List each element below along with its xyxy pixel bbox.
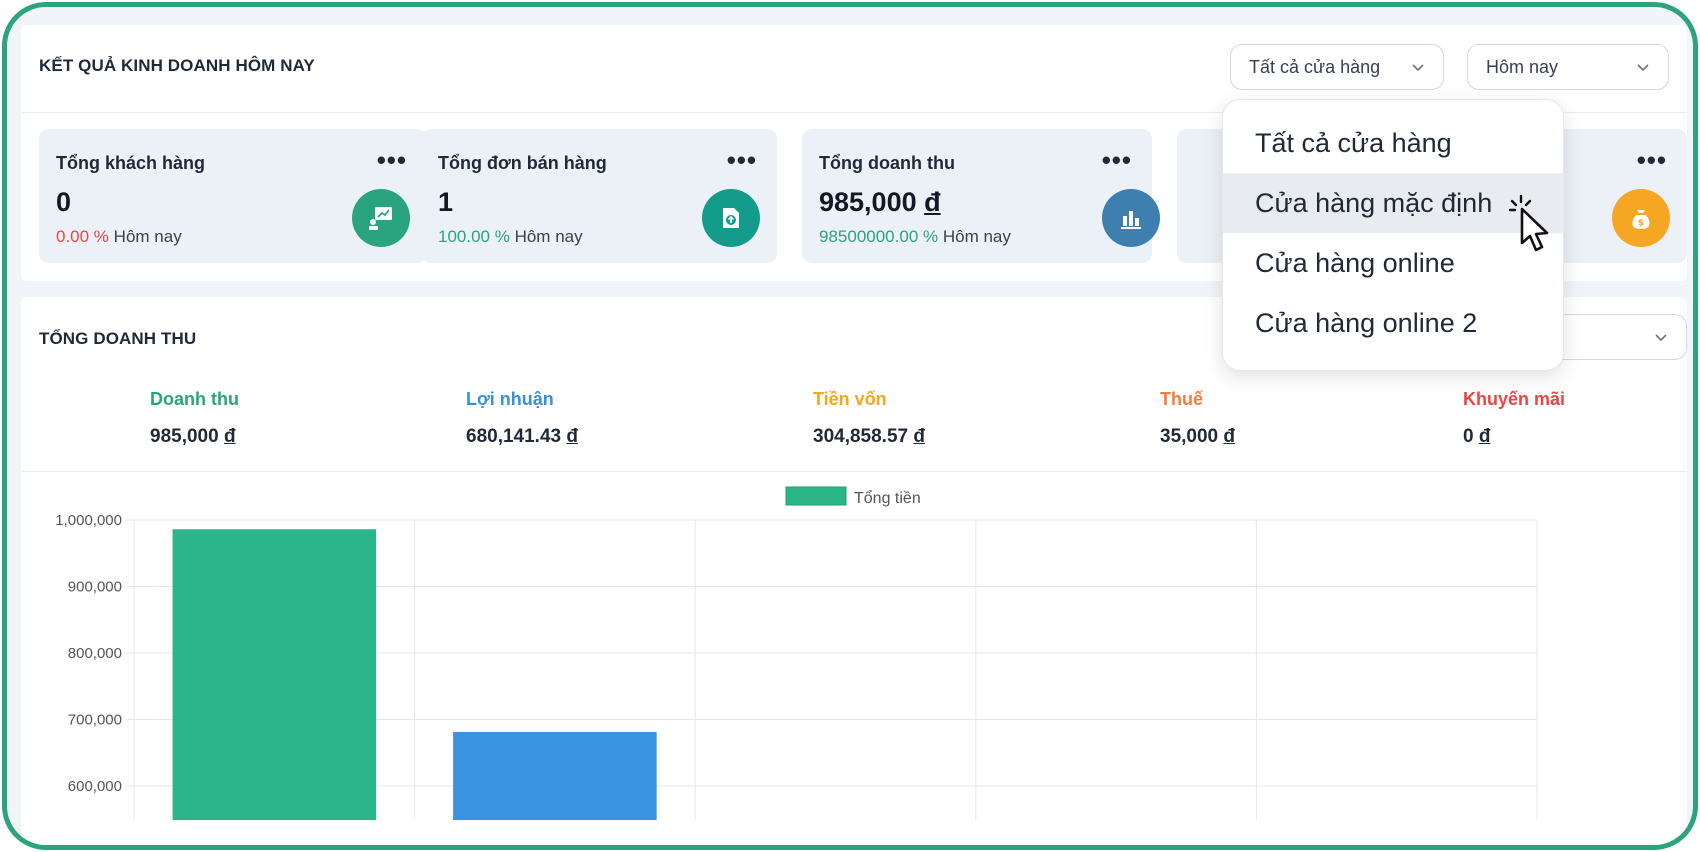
store-select-value: Tất cả cửa hàng [1249,56,1381,77]
today-results-title: KẾT QUẢ KINH DOANH HÔM NAY [39,56,315,75]
chevron-down-icon [1636,60,1650,74]
metric-amount: 304,858.57 [813,426,909,447]
chart-y-tick-label: 900,000 [68,579,122,596]
more-options-icon[interactable]: ••• [1101,145,1132,175]
metric-label: Doanh thu [150,389,239,409]
stat-card-label: Tổng đơn bán hàng [438,153,607,173]
stat-card-revenue: Tổng doanh thu 985,000 đ 98500000.00 % H… [802,129,1160,263]
stat-card-period: Hôm nay [942,227,1011,246]
currency-symbol: đ [913,426,925,447]
metric-amount: 680,141.43 [466,426,562,447]
chart-y-tick-label: 600,000 [68,778,122,795]
stat-card-orders: Tổng đơn bán hàng 1 100.00 % Hôm nay ••• [421,129,777,263]
metric-amount: 985,000 [150,426,219,447]
stat-card-value: 1 [438,187,454,217]
metric-cost: Tiền vốn 304,858.57 đ [813,389,925,448]
stat-card-customers: Tổng khách hàng 0 0.00 % Hôm nay ••• [39,129,427,263]
revenue-divider [21,471,1687,472]
metric-discount: Khuyến mãi 0 đ [1463,389,1565,448]
metric-profit: Lợi nhuận 680,141.43 đ [466,389,578,448]
more-options-icon[interactable]: ••• [1636,145,1667,175]
stat-card-label: Tổng doanh thu [819,153,955,173]
stat-card-change: 98500000.00 % Hôm nay [819,227,1011,247]
stat-card-change: 0.00 % Hôm nay [56,227,182,247]
metric-value: 304,858.57 đ [813,426,925,448]
more-options-icon[interactable]: ••• [726,145,757,175]
bar-chart-icon [1102,189,1160,247]
chart-legend-swatch [785,486,847,506]
currency-symbol: đ [566,426,578,447]
metric-amount: 35,000 [1160,426,1219,447]
metric-label: Thuế [1160,389,1203,409]
svg-text:$: $ [1638,219,1644,229]
money-bag-icon: $ [1612,189,1670,247]
metric-label: Tiền vốn [813,389,887,409]
metric-value: 35,000 đ [1160,426,1235,448]
chart-legend-label: Tổng tiền [854,489,921,507]
stat-card-percent: 0.00 % [56,227,109,246]
chart-bar [172,529,377,821]
currency-symbol: đ [924,187,941,217]
store-select[interactable]: Tất cả cửa hàng [1230,44,1444,90]
metric-value: 0 đ [1463,426,1565,448]
chevron-down-icon [1654,330,1668,344]
stat-card-period: Hôm nay [514,227,583,246]
store-dropdown-menu: Tất cả cửa hàng Cửa hàng mặc định Cửa hà… [1222,99,1564,371]
chart-y-tick-label: 800,000 [68,645,122,662]
upload-document-icon [702,189,760,247]
metric-revenue: Doanh thu 985,000 đ [150,389,239,448]
store-option-all[interactable]: Tất cả cửa hàng [1255,127,1452,158]
stat-card-label: Tổng khách hàng [56,153,206,173]
currency-symbol: đ [1478,426,1491,447]
stat-card-percent: 98500000.00 % [819,227,939,246]
presentation-chart-icon [352,189,410,247]
stat-card-change: 100.00 % Hôm nay [438,227,583,247]
chart-y-tick-label: 700,000 [68,712,122,729]
chart-bar [453,731,657,821]
chart-y-tick-label: 1,000,000 [55,512,122,529]
metric-label: Khuyến mãi [1463,389,1566,409]
more-options-icon[interactable]: ••• [376,145,407,175]
store-option-default[interactable]: Cửa hàng mặc định [1223,173,1563,233]
stat-card-period: Hôm nay [113,227,182,246]
metric-value: 985,000 đ [150,426,239,448]
pointer-cursor-icon [1508,194,1549,252]
total-revenue-title: TỔNG DOANH THU [39,329,197,348]
period-select-value: Hôm nay [1486,56,1559,77]
chevron-down-icon [1411,60,1425,74]
metric-value: 680,141.43 đ [466,426,578,448]
currency-symbol: đ [223,426,236,447]
today-results-header: KẾT QUẢ KINH DOANH HÔM NAY Tất cả cửa hà… [21,25,1687,113]
metric-tax: Thuế 35,000 đ [1160,389,1235,448]
store-option-online[interactable]: Cửa hàng online [1255,247,1455,278]
store-option-online-2[interactable]: Cửa hàng online 2 [1255,307,1478,338]
stat-card-value: 0 [56,187,72,217]
stat-card-percent: 100.00 % [438,227,510,246]
period-select[interactable]: Hôm nay [1467,44,1669,90]
metric-label: Lợi nhuận [466,389,554,409]
stat-card-amount: 985,000 [819,187,917,217]
total-revenue-panel: TỔNG DOANH THU Doanh thu 985,000 đ Lợi n… [21,297,1687,845]
revenue-bar-chart: 1,000,000 900,000 800,000 700,000 600,000 Tổn… [55,486,1538,821]
metric-amount: 0 [1463,426,1474,447]
stat-card-value: 985,000 đ [819,187,941,218]
currency-symbol: đ [1223,426,1236,447]
